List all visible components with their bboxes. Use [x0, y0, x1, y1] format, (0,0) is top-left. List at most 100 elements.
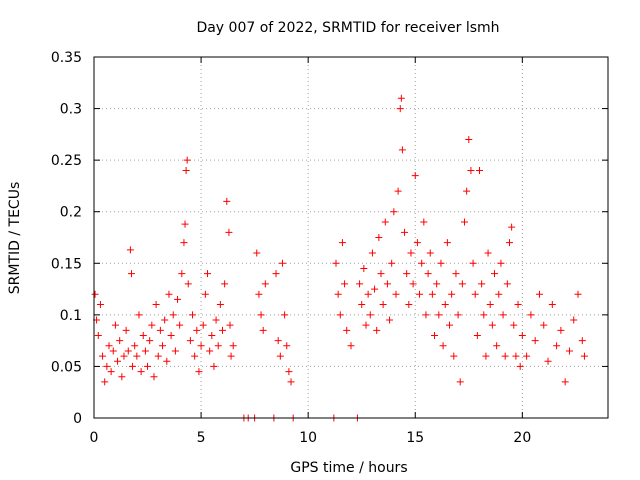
- data-point: [281, 311, 289, 319]
- data-point: [99, 352, 107, 360]
- data-point: [176, 321, 184, 329]
- data-point: [386, 316, 394, 324]
- data-point: [413, 239, 421, 247]
- data-point: [458, 280, 466, 288]
- data-point: [493, 342, 501, 350]
- data-point: [450, 352, 458, 360]
- data-point: [383, 280, 391, 288]
- data-point: [548, 301, 556, 309]
- data-point: [257, 311, 265, 319]
- data-point: [336, 311, 344, 319]
- data-point: [535, 290, 543, 298]
- data-point: [193, 326, 201, 334]
- data-point: [405, 301, 413, 309]
- data-point: [163, 357, 171, 365]
- data-point: [204, 270, 212, 278]
- data-point: [531, 337, 539, 345]
- data-point: [420, 218, 428, 226]
- data-point: [557, 326, 565, 334]
- y-tick-label: 0.2: [60, 205, 82, 221]
- data-point: [184, 280, 192, 288]
- data-point: [499, 311, 507, 319]
- data-point: [137, 368, 145, 376]
- data-points: [91, 94, 588, 422]
- data-point: [495, 290, 503, 298]
- data-point: [338, 239, 346, 247]
- data-point: [178, 270, 186, 278]
- data-point: [439, 342, 447, 350]
- data-point: [401, 228, 409, 236]
- data-point: [368, 249, 376, 257]
- axis-ticks: [93, 56, 608, 419]
- data-point: [122, 326, 130, 334]
- data-point: [497, 259, 505, 267]
- data-point: [169, 311, 177, 319]
- data-point: [407, 249, 415, 257]
- data-point: [409, 280, 417, 288]
- data-point: [540, 321, 548, 329]
- data-point: [580, 352, 588, 360]
- data-point: [452, 270, 460, 278]
- data-point: [181, 220, 189, 228]
- data-point: [510, 321, 518, 329]
- data-point: [561, 378, 569, 386]
- data-point: [463, 187, 471, 195]
- data-point: [403, 270, 411, 278]
- data-point: [514, 301, 522, 309]
- plot-frame: [93, 56, 609, 419]
- y-tick-label: 0: [73, 411, 82, 427]
- data-point: [212, 316, 220, 324]
- data-point: [473, 331, 481, 339]
- data-point: [390, 208, 398, 216]
- data-point: [189, 311, 197, 319]
- data-point: [276, 352, 284, 360]
- y-tick-label: 0.15: [51, 256, 82, 272]
- chart-title: Day 007 of 2022, SRMTID for receiver lsm…: [196, 20, 499, 36]
- data-point: [114, 357, 122, 365]
- data-point: [565, 347, 573, 355]
- data-point: [501, 352, 509, 360]
- data-point: [129, 362, 137, 370]
- data-point: [195, 368, 203, 376]
- data-point: [441, 301, 449, 309]
- data-point: [103, 362, 111, 370]
- data-point: [362, 321, 370, 329]
- data-point: [454, 311, 462, 319]
- data-point: [347, 342, 355, 350]
- y-tick-label: 0.1: [60, 308, 82, 324]
- data-point: [356, 280, 364, 288]
- data-point: [358, 301, 366, 309]
- data-point: [274, 337, 282, 345]
- data-point: [150, 373, 158, 381]
- data-point: [527, 311, 535, 319]
- data-point: [512, 352, 520, 360]
- data-point: [443, 239, 451, 247]
- data-point: [476, 166, 483, 174]
- data-point: [111, 321, 119, 329]
- data-point: [227, 352, 235, 360]
- data-point: [428, 290, 436, 298]
- data-point: [182, 166, 190, 174]
- data-point: [437, 259, 445, 267]
- data-point: [131, 342, 139, 350]
- data-point: [490, 270, 498, 278]
- data-point: [221, 280, 229, 288]
- data-point: [523, 352, 531, 360]
- data-point: [180, 239, 188, 247]
- data-point: [105, 342, 113, 350]
- data-point: [156, 326, 164, 334]
- data-point: [553, 342, 561, 350]
- data-point: [503, 280, 511, 288]
- data-point: [518, 331, 526, 339]
- data-point: [219, 326, 226, 334]
- data-point: [171, 347, 179, 355]
- data-point: [456, 378, 464, 386]
- data-point: [516, 362, 524, 370]
- data-point: [133, 352, 141, 360]
- data-point: [214, 342, 222, 350]
- data-point: [467, 166, 475, 174]
- data-point: [416, 290, 424, 298]
- data-point: [259, 326, 267, 334]
- data-point: [465, 136, 473, 144]
